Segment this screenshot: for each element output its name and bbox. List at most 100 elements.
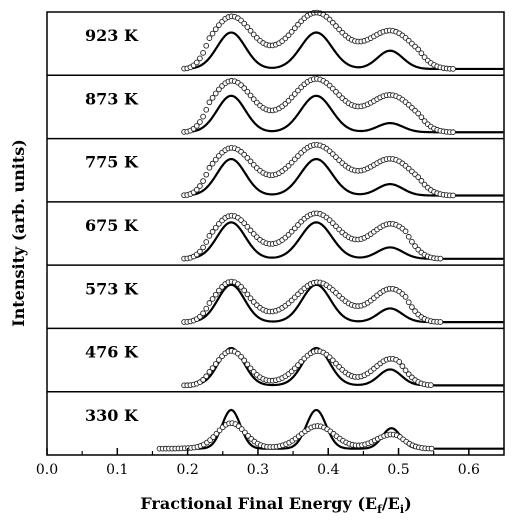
x-tick-label: 0.6 [458, 462, 480, 478]
plot-frame [46, 11, 505, 456]
data-point [295, 21, 301, 28]
data-point [212, 291, 219, 298]
panel: 923 K [85, 9, 504, 72]
data-point [206, 368, 213, 375]
data-point [428, 445, 435, 452]
panel: 476 K [47, 327, 504, 389]
data-point [291, 365, 298, 372]
data-point [197, 313, 203, 320]
data-point [405, 299, 412, 306]
data-point [212, 90, 219, 97]
panel-temperature-label: 873 K [85, 89, 139, 108]
data-point [415, 46, 422, 53]
data-point [415, 174, 422, 181]
data-point [418, 114, 425, 121]
panel: 873 K [47, 74, 504, 136]
data-point [244, 24, 251, 30]
panel: 675 K [47, 201, 504, 262]
x-axis-title-sub-f: f [377, 503, 383, 516]
data-point [212, 224, 219, 231]
data-point [412, 243, 418, 249]
data-point [200, 376, 206, 383]
x-tick-label: 0.3 [247, 462, 269, 478]
data-point [247, 92, 254, 99]
panel: 330 K [47, 390, 504, 452]
data-point [197, 248, 203, 255]
panel: 775 K [47, 137, 504, 199]
data-point [203, 305, 210, 312]
x-tick-label: 0.1 [106, 462, 128, 478]
data-point [247, 295, 254, 302]
data-point [450, 129, 456, 136]
data-point [209, 365, 216, 371]
data-point [193, 123, 200, 129]
data-point [295, 87, 301, 94]
data-point [241, 20, 248, 27]
data-point [200, 178, 206, 184]
panel-temperature-label: 476 K [85, 343, 139, 362]
panel-temperature-label: 573 K [85, 279, 139, 298]
data-point [428, 382, 434, 388]
data-point [210, 434, 217, 440]
panel-temperature-label: 923 K [85, 26, 139, 45]
data-point [209, 160, 216, 167]
data-point [405, 371, 412, 378]
data-point [244, 361, 251, 368]
data-point [203, 106, 210, 113]
panels: 923 K 873 K 775 K 675 K 573 K 476 K 330 K [47, 9, 504, 452]
data-point [291, 25, 298, 32]
data-point [200, 113, 206, 120]
data-point [415, 110, 422, 117]
data-point [203, 171, 210, 178]
data-point [206, 164, 213, 171]
data-point [238, 284, 244, 290]
data-point [200, 244, 206, 251]
data-point [396, 359, 403, 365]
x-tick-label: 0.2 [176, 462, 198, 478]
data-point [216, 221, 222, 227]
fit-curve [184, 31, 504, 71]
data-point [244, 155, 251, 161]
data-point [409, 304, 415, 310]
data-point [238, 426, 245, 432]
panel: 573 K [47, 264, 504, 325]
data-point [247, 158, 254, 165]
data-point [212, 361, 219, 367]
data-point [399, 363, 406, 370]
data-point [212, 26, 219, 33]
data-point [288, 28, 295, 35]
data-point [285, 32, 292, 39]
fit-curve [184, 221, 504, 260]
data-point [405, 233, 412, 240]
data-point [333, 23, 339, 29]
data-point [197, 183, 203, 189]
fit-curve [184, 283, 504, 324]
x-axis-title-end: ) [404, 494, 412, 513]
data-point [250, 31, 257, 38]
data-point [291, 225, 298, 232]
data-point [247, 227, 254, 234]
data-point [418, 50, 425, 57]
data-point [203, 373, 210, 380]
data-point [247, 365, 254, 372]
data-point [241, 220, 248, 227]
x-tick-label: 0.4 [317, 462, 339, 478]
data-point [206, 300, 213, 306]
data-point [197, 119, 203, 125]
x-tick-label: 0.0 [36, 462, 58, 478]
data-point [402, 367, 409, 374]
data-point [209, 30, 216, 37]
data-point [203, 42, 210, 49]
data-point [412, 308, 418, 315]
data-point [203, 239, 210, 245]
data-point [197, 55, 203, 62]
data-point [242, 429, 248, 436]
panel-temperature-label: 775 K [85, 153, 139, 172]
data-point [450, 66, 456, 72]
data-point [437, 255, 444, 262]
data-point [212, 156, 219, 163]
x-tick-label: 0.5 [387, 462, 409, 478]
data-point [216, 86, 222, 93]
x-axis-title-sub-i: i [400, 503, 404, 516]
